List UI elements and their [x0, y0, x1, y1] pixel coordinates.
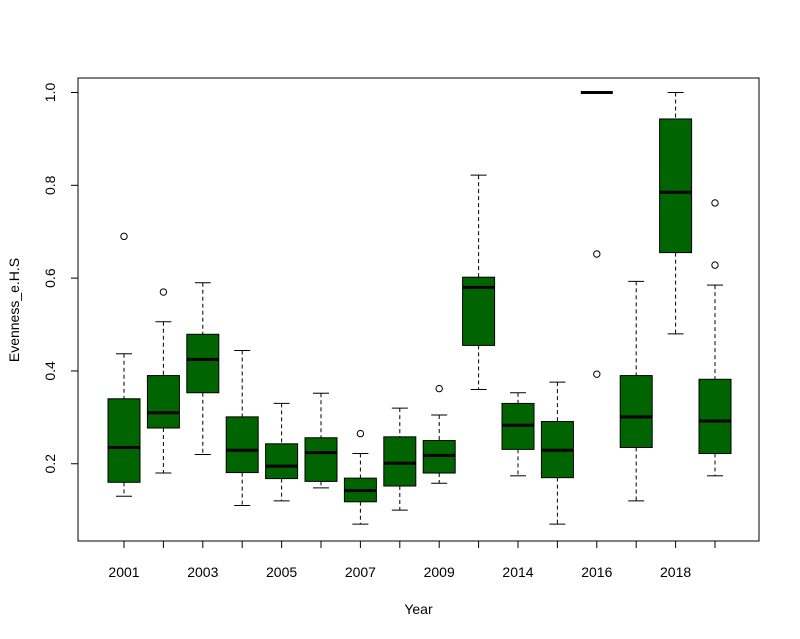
box-group	[659, 92, 693, 335]
box-group	[265, 402, 299, 502]
y-tick-label: 0.6	[42, 268, 58, 288]
outlier-point	[593, 370, 601, 378]
plot-frame	[77, 77, 760, 542]
outlier-point	[593, 250, 601, 258]
box-iqr	[225, 416, 259, 474]
y-tick-label: 0.8	[42, 175, 58, 195]
x-tick-label: 2014	[502, 564, 533, 580]
box-group	[225, 350, 259, 507]
x-tick-label: 2016	[581, 564, 612, 580]
outlier-point	[159, 288, 168, 296]
box-iqr	[659, 118, 693, 254]
box-group	[698, 199, 732, 477]
x-tick-label: 2009	[424, 564, 455, 580]
x-tick-label: 2018	[660, 564, 691, 580]
box-group	[107, 232, 141, 497]
x-tick-label: 2003	[187, 564, 218, 580]
box-group	[462, 174, 496, 390]
box-group	[146, 288, 180, 474]
box-group	[383, 407, 417, 511]
box-group	[619, 280, 653, 502]
box-group	[304, 392, 338, 489]
box-iqr	[186, 333, 220, 394]
outlier-point	[711, 199, 719, 207]
box-group	[422, 384, 456, 484]
y-axis-label: Evenness_e.H.S	[6, 258, 22, 362]
box-group	[540, 381, 574, 525]
y-tick-label: 0.4	[42, 361, 58, 381]
box-iqr	[619, 375, 653, 449]
box-iqr	[698, 378, 732, 455]
box-iqr	[304, 437, 338, 482]
outlier-point	[356, 429, 365, 438]
outlier-point	[120, 232, 128, 241]
box-group	[580, 91, 613, 378]
x-tick-label: 2005	[266, 564, 297, 580]
box-iqr	[383, 436, 417, 487]
outlier-point	[711, 261, 719, 269]
box-group	[501, 392, 535, 477]
x-tick-label: 2001	[108, 564, 139, 580]
y-axis: 0.2 0.4 0.6 0.8 1.0	[42, 83, 79, 474]
x-axis-label: Year	[404, 601, 433, 617]
box-iqr	[107, 398, 141, 483]
x-axis: 2001 2003 2005 2007 2009 2014 2016 2018	[108, 540, 716, 580]
box-group	[186, 282, 220, 455]
y-tick-label: 0.2	[42, 454, 58, 474]
box-iqr	[265, 443, 299, 480]
y-tick-label: 1.0	[42, 83, 58, 103]
box-iqr	[146, 375, 180, 429]
box-group	[343, 429, 377, 525]
boxes	[107, 91, 732, 525]
x-tick-label: 2007	[345, 564, 376, 580]
outlier-point	[435, 384, 443, 393]
